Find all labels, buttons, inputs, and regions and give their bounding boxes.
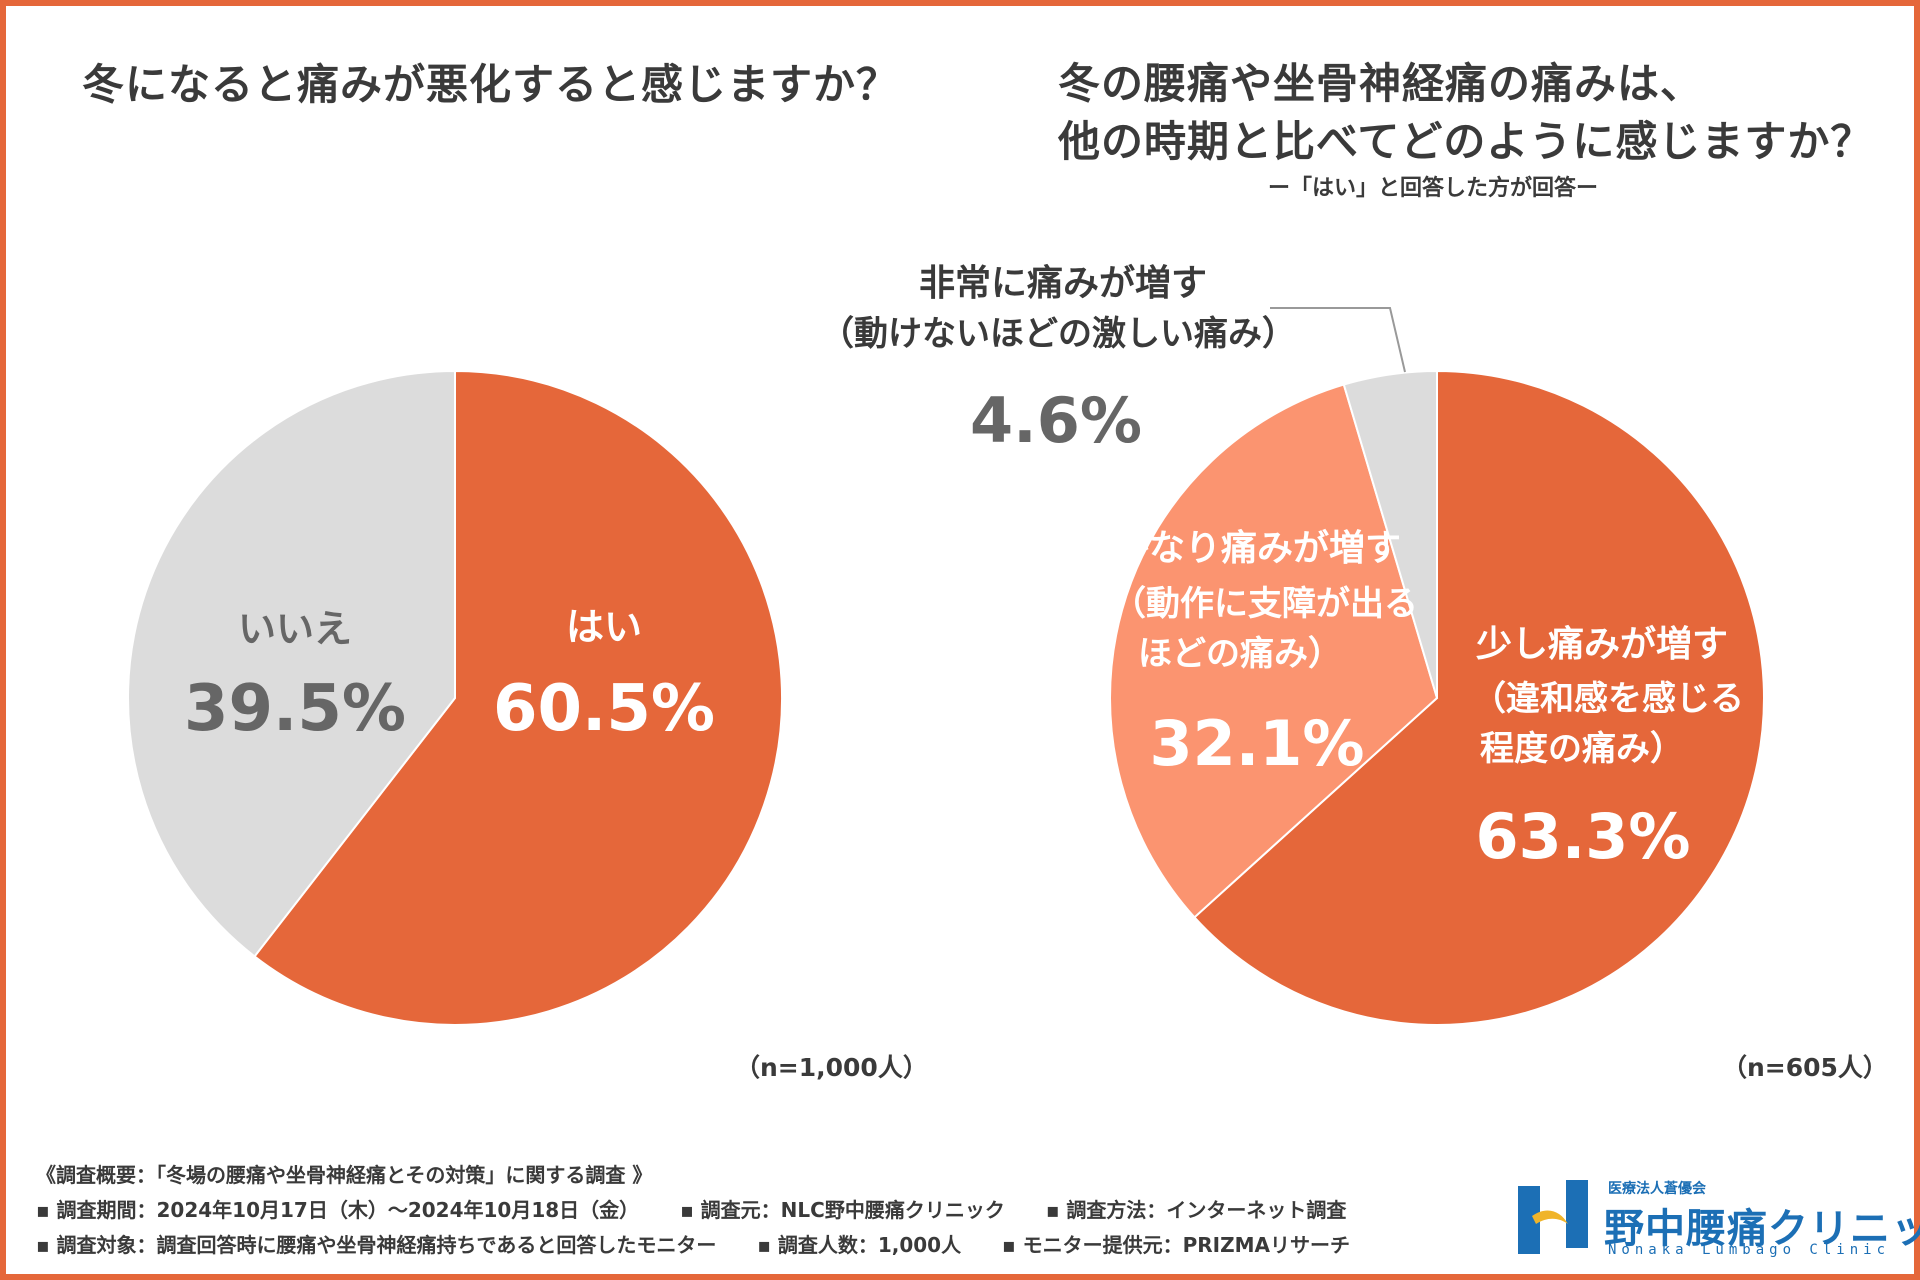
left-chart-title: 冬になると痛みが悪化すると感じますか？ [82, 60, 900, 109]
hijou-value: 4.6% [970, 384, 1142, 457]
logo-name: 野中腰痛クリニック [1604, 1206, 1920, 1252]
pie-slice-hijou [1342, 369, 1438, 699]
iie-value: 39.5% [184, 672, 406, 746]
logo-roman: Nonaka Lumbago Clinic [1608, 1242, 1891, 1258]
footer-row-1: ▪ 調査期間：2024年10月17日（木）～2024年10月18日（金） ▪ 調… [36, 1193, 1384, 1228]
pie-slice-hai [253, 369, 783, 1026]
footer-row-2: ▪ 調査対象：調査回答時に腰痛や坐骨神経痛持ちであると回答したモニター ▪ 調査… [36, 1228, 1384, 1263]
footer-overview: 《調査概要：「冬場の腰痛や坐骨神経痛とその対策」に関する調査 》 [36, 1163, 653, 1187]
sukoshi-value: 63.3% [1475, 800, 1690, 873]
iie-label: いいえ [238, 607, 352, 651]
kanari-value: 32.1% [1149, 707, 1364, 780]
pie-slice-kanari [1109, 383, 1439, 919]
left-sample-size: （n=1,000人） [735, 1053, 928, 1082]
right-title-line2: 他の時期と比べてどのように感じますか？ [1058, 117, 1874, 166]
left-pie [127, 369, 783, 1026]
right-pie [1109, 369, 1765, 1026]
footer-count: ▪ 調査人数：1,000人 [757, 1233, 962, 1257]
footer-source: ▪ 調査元：NLC野中腰痛クリニック [680, 1198, 1005, 1222]
right-sample-size: （n=605人） [1722, 1053, 1888, 1082]
footer-provider: ▪ モニター提供元：PRIZMAリサーチ [1002, 1233, 1350, 1257]
logo-org: 医療法人蒼優会 [1608, 1181, 1706, 1197]
right-chart-title: 冬の腰痛や坐骨神経痛の痛みは、 他の時期と比べてどのように感じますか？ [1058, 55, 1873, 171]
sukoshi-label: 少し痛みが増す [1476, 624, 1728, 665]
footer-period: ▪ 調査期間：2024年10月17日（木）～2024年10月18日（金） [36, 1198, 640, 1222]
clinic-logo-mark-icon [1516, 1180, 1590, 1254]
kanari-label: かなり痛みが増す [1113, 528, 1401, 569]
kanari-sublabel2: ほどの痛み） [1138, 634, 1342, 674]
clinic-logo: 医療法人蒼優会 野中腰痛クリニック Nonaka Lumbago Clinic [1512, 1176, 1920, 1258]
hai-label: はい [566, 605, 642, 649]
footer-method: ▪ 調査方法：インターネット調査 [1045, 1198, 1347, 1222]
hijou-leader-line [1270, 307, 1406, 373]
pie-slice-iie [127, 369, 456, 958]
right-title-line1: 冬の腰痛や坐骨神経痛の痛みは、 [1058, 59, 1704, 108]
sukoshi-sublabel: （違和感を感じる [1472, 679, 1744, 719]
footer-target: ▪ 調査対象：調査回答時に腰痛や坐骨神経痛持ちであると回答したモニター [36, 1233, 717, 1257]
right-chart-subtitle: ー「はい」と回答した方が回答ー [1268, 176, 1599, 201]
kanari-sublabel: （動作に支障が出る [1112, 584, 1418, 624]
pie-slice-sukoshi [1193, 369, 1765, 1026]
hai-value: 60.5% [493, 672, 715, 746]
hijou-label: 非常に痛みが増す [919, 263, 1207, 304]
survey-footer: 《調査概要：「冬場の腰痛や坐骨神経痛とその対策」に関する調査 》 ▪ 調査期間：… [36, 1158, 1384, 1263]
sukoshi-sublabel2: 程度の痛み） [1480, 729, 1684, 769]
hijou-sublabel: （動けないほどの激しい痛み） [820, 314, 1296, 354]
